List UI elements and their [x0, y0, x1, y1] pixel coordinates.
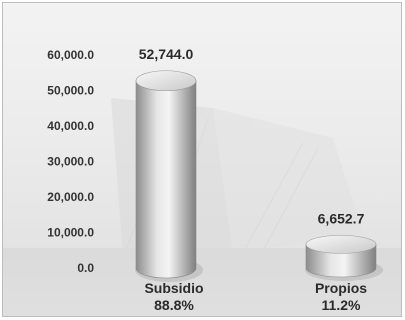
bar-subsidio: [135, 70, 203, 282]
y-tick-label: 20,000.0: [47, 190, 94, 204]
y-tick-label: 40,000.0: [47, 119, 94, 133]
category-label: Subsidio: [144, 280, 203, 296]
bars: [135, 70, 383, 282]
percent-label: 88.8%: [154, 297, 194, 313]
value-label: 6,652.7: [318, 210, 365, 226]
bar-top-cap: [135, 70, 197, 92]
chart-frame: 0.0 10,000.0 20,000.0 30,000.0 40,000.0 50,00…: [2, 2, 402, 317]
y-tick-label: 50,000.0: [47, 84, 94, 98]
chart-canvas: 0.0 10,000.0 20,000.0 30,000.0 40,000.0 50,00…: [3, 46, 401, 316]
category-label: Propios: [315, 280, 367, 296]
y-tick-label: 60,000.0: [47, 48, 94, 62]
bar-body: [305, 244, 377, 278]
bar-body: [135, 80, 197, 279]
value-label: 52,744.0: [139, 46, 194, 62]
bar-propios: [305, 235, 383, 281]
y-axis-ticks: 0.0 10,000.0 20,000.0 30,000.0 40,000.0 50,00…: [47, 48, 94, 275]
value-labels: 52,744.0 6,652.7: [139, 46, 365, 227]
y-tick-label: 10,000.0: [47, 226, 94, 240]
bar-top-cap: [305, 235, 377, 254]
y-tick-label: 30,000.0: [47, 155, 94, 169]
percent-label: 11.2%: [322, 297, 361, 313]
y-tick-label: 0.0: [77, 261, 94, 275]
